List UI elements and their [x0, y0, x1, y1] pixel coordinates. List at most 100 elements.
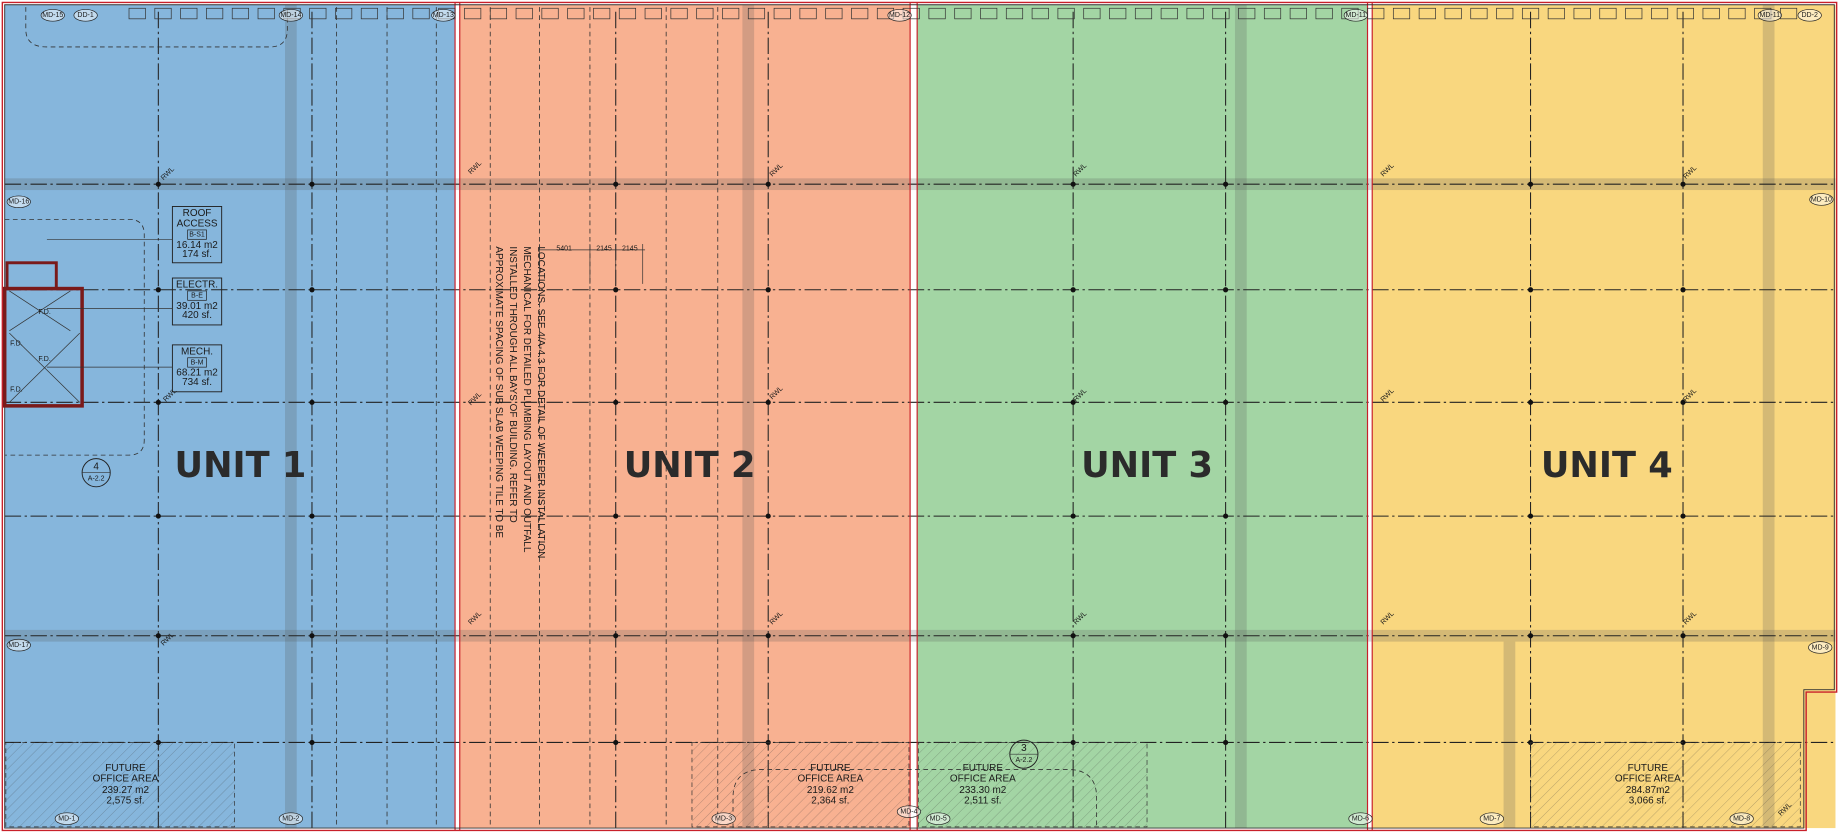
- column: [1070, 633, 1076, 639]
- column: [765, 633, 771, 639]
- window: [618, 7, 637, 20]
- grid-tag-bubble: [1808, 641, 1833, 654]
- window: [412, 7, 430, 20]
- column: [1527, 633, 1534, 639]
- grid-tag: MD-13: [433, 12, 454, 19]
- column: [1070, 513, 1076, 519]
- window: [747, 7, 766, 20]
- office-area-sf: 2,364 sf.: [811, 796, 849, 807]
- window: [1702, 7, 1720, 20]
- column: [309, 181, 315, 187]
- column: [1223, 739, 1229, 746]
- column: [1680, 181, 1686, 187]
- column: [613, 633, 619, 639]
- floor-drain: F.D.: [10, 386, 23, 393]
- window: [154, 7, 172, 20]
- grid-tag-bubble: [73, 9, 98, 22]
- column: [613, 181, 619, 187]
- room-name: ACCESS: [177, 219, 218, 230]
- column: [1223, 633, 1229, 639]
- grid-tag: MD-2: [282, 816, 299, 823]
- window: [515, 7, 533, 20]
- dimension: 2145: [622, 246, 638, 253]
- column: [1223, 181, 1229, 187]
- grid-tag: MD-4: [900, 809, 917, 816]
- room-name: ELECTR.: [176, 280, 218, 291]
- window: [309, 7, 327, 20]
- grid-tag: MD-1: [58, 816, 75, 823]
- callout-sheet: A-2.2: [88, 475, 105, 482]
- grid-tag: MD-17: [8, 642, 29, 649]
- column: [1680, 633, 1686, 639]
- window: [257, 7, 275, 20]
- window: [851, 7, 869, 20]
- office-line: FUTURE: [105, 763, 146, 774]
- window: [1521, 7, 1540, 20]
- column: [1527, 513, 1534, 519]
- dimension: 5401: [556, 246, 572, 253]
- beam-band: [1762, 4, 1775, 829]
- window: [1496, 7, 1514, 20]
- office-line: OFFICE AREA: [950, 773, 1016, 784]
- unit-area: [4, 4, 456, 829]
- window: [1650, 7, 1669, 20]
- window: [1676, 7, 1694, 20]
- note-line: APPROXIMATE SPACING OF SUB SLAB WEEPING …: [493, 246, 504, 538]
- unit-label: UNIT 1: [175, 445, 307, 486]
- window: [1367, 7, 1385, 20]
- grid-tag: MD-5: [930, 816, 947, 823]
- column: [765, 181, 771, 187]
- room-number: B-M: [191, 359, 204, 366]
- window: [593, 7, 611, 20]
- office-line: FUTURE: [963, 763, 1004, 774]
- column: [1527, 287, 1534, 293]
- room-area-m2: 16.14 m2: [176, 240, 218, 251]
- column: [613, 399, 619, 405]
- grid-tag-bubble: [711, 812, 736, 825]
- unit-area: [917, 4, 1368, 829]
- window: [1186, 7, 1204, 20]
- grid-tag-bubble: [40, 9, 65, 22]
- column: [155, 287, 161, 293]
- window: [1547, 7, 1565, 20]
- grid-tag: DD-1: [77, 12, 93, 19]
- grid-tag: MD-11: [1346, 12, 1367, 19]
- canopy: [4, 218, 145, 456]
- office-line: OFFICE AREA: [1615, 773, 1681, 784]
- window: [386, 7, 404, 20]
- grid-tag: DD-2: [1801, 12, 1817, 19]
- window: [1728, 7, 1746, 20]
- floor-drain: F.D.: [10, 341, 23, 348]
- unit-area: [459, 4, 911, 829]
- grid-tag-bubble: [1479, 812, 1504, 825]
- floor-drain: F.D.: [38, 356, 51, 363]
- column: [613, 287, 619, 293]
- column: [1070, 181, 1076, 187]
- room-tag-box: [171, 344, 223, 393]
- window: [335, 7, 353, 20]
- window: [954, 7, 972, 20]
- window: [1238, 7, 1256, 20]
- column: [1527, 399, 1534, 405]
- office-area-m2: 239.27 m2: [102, 785, 149, 796]
- column: [155, 633, 161, 639]
- room-number: B-S1: [189, 231, 205, 238]
- grid-tag-bubble: [926, 812, 951, 825]
- building-outline: [4, 4, 1835, 829]
- window: [1083, 7, 1101, 20]
- column: [1223, 399, 1229, 405]
- window: [980, 7, 998, 20]
- grid-tag: MD-11: [1760, 12, 1781, 19]
- grid-tag-bubble: [1343, 9, 1368, 22]
- grid-tag-bubble: [54, 812, 79, 825]
- column: [1070, 399, 1076, 405]
- grid-tag: MD-8: [1733, 816, 1750, 823]
- callout-number: 3: [1021, 743, 1027, 754]
- window: [489, 7, 508, 20]
- grid-tag: MD-12: [889, 12, 910, 19]
- beam-band: [742, 4, 755, 829]
- note-line: INSTALLED THROUGH ALL BAYS OF BUILDING. …: [507, 246, 518, 523]
- column: [765, 513, 771, 519]
- office-area-m2: 219.62 m2: [807, 785, 854, 796]
